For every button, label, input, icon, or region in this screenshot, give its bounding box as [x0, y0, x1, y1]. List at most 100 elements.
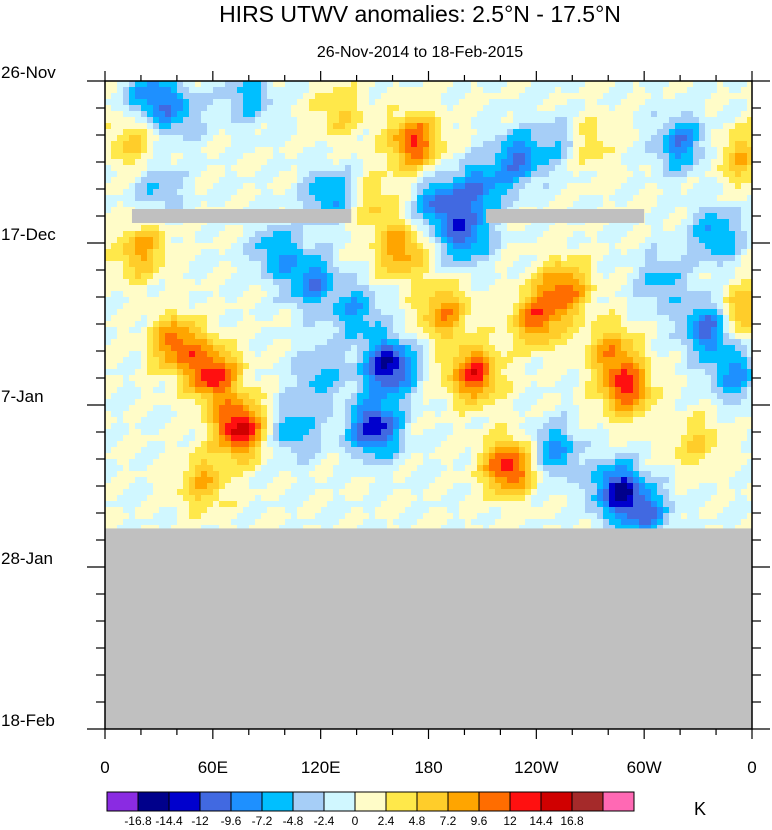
field-cell — [423, 297, 430, 304]
field-cell — [525, 141, 532, 148]
field-cell — [171, 183, 178, 190]
field-cell — [117, 93, 124, 100]
field-cell — [183, 255, 190, 262]
field-cell — [663, 315, 670, 322]
field-cell — [381, 279, 388, 286]
field-cell — [165, 171, 172, 178]
field-cell — [219, 231, 226, 238]
field-cell — [201, 291, 208, 298]
field-cell — [459, 111, 466, 118]
field-cell — [621, 171, 628, 178]
field-cell — [447, 321, 454, 328]
field-cell — [537, 309, 544, 316]
field-cell — [489, 333, 496, 340]
field-cell — [339, 333, 346, 340]
field-cell — [477, 99, 484, 106]
field-cell — [183, 237, 190, 244]
field-cell — [513, 111, 520, 118]
field-cell — [135, 309, 142, 316]
field-cell — [453, 159, 460, 166]
field-cell — [321, 105, 328, 112]
field-cell — [483, 345, 490, 352]
field-cell — [327, 105, 334, 112]
field-cell — [207, 147, 214, 154]
field-cell — [321, 189, 328, 196]
field-cell — [495, 183, 502, 190]
field-cell — [747, 303, 753, 310]
field-cell — [447, 303, 454, 310]
field-cell — [255, 141, 262, 148]
field-cell — [633, 171, 640, 178]
field-cell — [681, 141, 688, 148]
field-cell — [549, 147, 556, 154]
field-cell — [141, 279, 148, 286]
field-cell — [681, 267, 688, 274]
field-cell — [345, 321, 352, 328]
field-cell — [411, 165, 418, 172]
field-cell — [549, 321, 556, 328]
field-cell — [411, 183, 418, 190]
field-cell — [315, 105, 322, 112]
field-cell — [219, 105, 226, 112]
field-cell — [231, 249, 238, 256]
field-cell — [393, 261, 400, 268]
field-cell — [483, 201, 490, 208]
field-cell — [435, 189, 442, 196]
field-cell — [687, 237, 694, 244]
field-cell — [555, 231, 562, 238]
field-cell — [699, 213, 706, 220]
field-cell — [381, 141, 388, 148]
field-cell — [369, 255, 376, 262]
field-cell — [705, 207, 712, 214]
field-cell — [207, 201, 214, 208]
field-cell — [597, 333, 604, 340]
field-cell — [285, 105, 292, 112]
field-cell — [141, 273, 148, 280]
field-cell — [567, 291, 574, 298]
field-cell — [177, 327, 184, 334]
field-cell — [189, 177, 196, 184]
field-cell — [423, 189, 430, 196]
field-cell — [219, 309, 226, 316]
field-cell — [315, 165, 322, 172]
field-cell — [111, 87, 118, 94]
field-cell — [543, 153, 550, 160]
field-cell — [543, 93, 550, 100]
field-cell — [501, 267, 508, 274]
field-cell — [615, 201, 622, 208]
field-cell — [369, 153, 376, 160]
field-cell — [525, 327, 532, 334]
field-cell — [639, 261, 646, 268]
field-cell — [729, 273, 736, 280]
field-cell — [315, 153, 322, 160]
field-cell — [105, 357, 112, 364]
field-cell — [489, 231, 496, 238]
field-cell — [219, 255, 226, 262]
field-cell — [351, 105, 358, 112]
field-cell — [645, 87, 652, 94]
field-cell — [555, 123, 562, 130]
field-cell — [669, 189, 676, 196]
field-cell — [381, 189, 388, 196]
field-cell — [411, 255, 418, 262]
field-cell — [183, 141, 190, 148]
field-cell — [507, 273, 514, 280]
field-cell — [675, 189, 682, 196]
field-cell — [747, 93, 753, 100]
field-cell — [639, 309, 646, 316]
field-cell — [735, 189, 742, 196]
field-cell — [321, 225, 328, 232]
field-cell — [693, 297, 700, 304]
field-cell — [171, 291, 178, 298]
field-cell — [639, 135, 646, 142]
field-cell — [435, 285, 442, 292]
field-cell — [363, 93, 370, 100]
field-cell — [261, 255, 268, 262]
field-cell — [249, 171, 256, 178]
field-cell — [159, 339, 166, 346]
field-cell — [621, 303, 628, 310]
field-cell — [669, 165, 676, 172]
field-cell — [747, 285, 753, 292]
field-cell — [687, 93, 694, 100]
field-cell — [213, 273, 220, 280]
